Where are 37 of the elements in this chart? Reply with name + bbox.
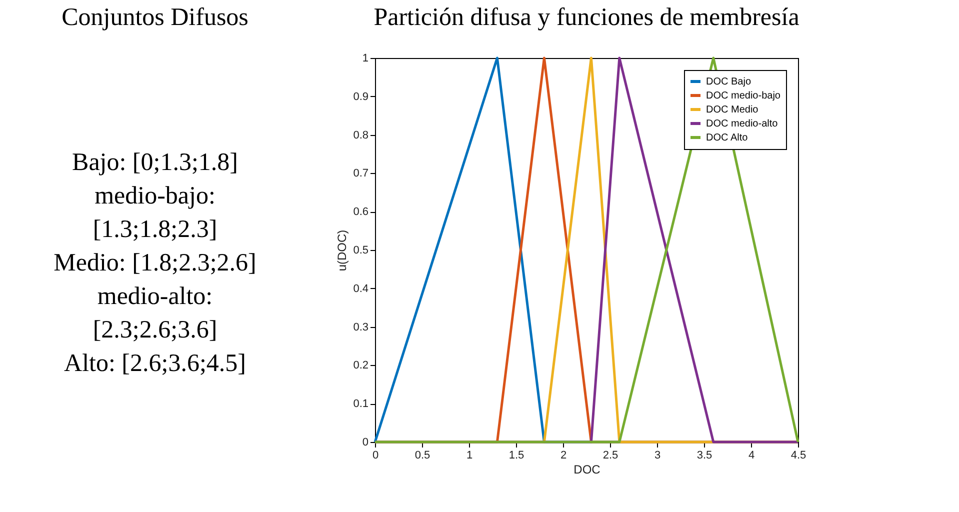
y-tick-label: 0.7 bbox=[353, 168, 368, 180]
x-tick-label: 1.5 bbox=[508, 450, 524, 462]
legend-label: DOC medio-alto bbox=[706, 118, 778, 130]
x-tick-label: 4 bbox=[748, 450, 755, 462]
y-tick-label: 0.1 bbox=[353, 398, 368, 410]
y-tick-label: 0.3 bbox=[353, 321, 368, 334]
text: Conjuntos Difusos bbox=[62, 4, 248, 31]
y-tick-label: 0.4 bbox=[353, 282, 368, 295]
y-tick-label: 0.6 bbox=[353, 206, 368, 218]
x-tick-label: 0.5 bbox=[414, 450, 430, 462]
y-tick-label: 0 bbox=[362, 436, 368, 448]
x-tick-label: 1 bbox=[466, 450, 473, 462]
y-tick-label: 0.5 bbox=[353, 244, 368, 256]
x-tick-label: 3 bbox=[654, 450, 661, 462]
legend-label: DOC Bajo bbox=[706, 76, 752, 88]
x-tick-label: 0 bbox=[372, 450, 379, 462]
y-tick-label: 0.9 bbox=[353, 90, 368, 103]
text: Bajo: [0;1.3;1.8] bbox=[72, 148, 238, 176]
x-axis-title: DOC bbox=[574, 462, 601, 476]
text: Medio: [1.8;2.3;2.6] bbox=[54, 250, 256, 276]
chart-title: Partición difusa y funciones de membresía bbox=[374, 4, 800, 31]
y-tick-label: 0.2 bbox=[353, 360, 368, 372]
x-tick-label: 2.5 bbox=[602, 450, 618, 462]
text: Alto: [2.6;3.6;4.5] bbox=[64, 350, 246, 378]
text: [2.3;2.6;3.6] bbox=[92, 316, 218, 344]
legend-label: DOC medio-bajo bbox=[706, 90, 781, 102]
y-tick-label: 1 bbox=[362, 52, 368, 64]
legend-label: DOC Medio bbox=[706, 104, 759, 116]
text: [1.3;1.8;2.3] bbox=[92, 216, 218, 243]
y-axis-title: u(DOC) bbox=[335, 230, 350, 272]
legend-label: DOC Alto bbox=[706, 132, 748, 144]
x-tick-label: 4.5 bbox=[790, 450, 806, 462]
y-tick-label: 0.8 bbox=[353, 129, 368, 142]
text: medio-alto: bbox=[97, 283, 213, 310]
x-tick-label: 2 bbox=[560, 450, 567, 462]
text: medio-bajo: bbox=[94, 182, 216, 210]
x-tick-label: 3.5 bbox=[696, 450, 712, 462]
